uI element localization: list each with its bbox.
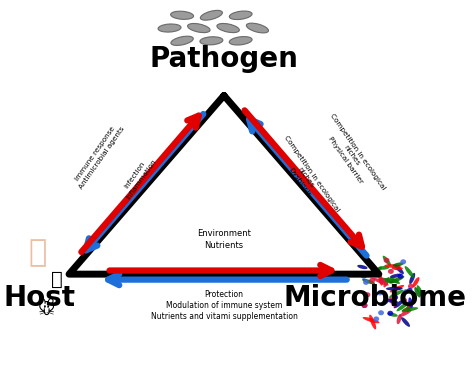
Ellipse shape	[389, 297, 395, 307]
Ellipse shape	[158, 24, 181, 32]
Ellipse shape	[401, 306, 412, 313]
Ellipse shape	[401, 307, 418, 311]
Circle shape	[378, 310, 384, 315]
Ellipse shape	[362, 279, 375, 284]
Ellipse shape	[409, 273, 415, 284]
Ellipse shape	[229, 37, 252, 45]
Ellipse shape	[369, 315, 376, 329]
Text: Environment
Nutrients: Environment Nutrients	[197, 229, 251, 250]
Ellipse shape	[384, 264, 401, 268]
Ellipse shape	[386, 287, 403, 291]
Circle shape	[361, 274, 367, 279]
Ellipse shape	[390, 274, 401, 278]
Ellipse shape	[406, 301, 411, 312]
Ellipse shape	[171, 36, 193, 45]
Text: 🐔: 🐔	[51, 270, 63, 289]
Circle shape	[374, 316, 379, 321]
Ellipse shape	[399, 310, 412, 317]
Ellipse shape	[363, 317, 380, 323]
Text: 🐭: 🐭	[37, 300, 55, 318]
Text: Infection
Inflammation: Infection Inflammation	[119, 154, 157, 201]
Ellipse shape	[397, 314, 401, 324]
Ellipse shape	[217, 23, 239, 33]
Ellipse shape	[383, 291, 388, 304]
Ellipse shape	[397, 302, 409, 311]
Ellipse shape	[374, 266, 382, 274]
Circle shape	[383, 258, 390, 263]
Ellipse shape	[401, 317, 410, 327]
Circle shape	[363, 280, 369, 285]
Ellipse shape	[200, 37, 223, 45]
Ellipse shape	[412, 277, 419, 287]
Text: 👤: 👤	[28, 238, 47, 267]
Circle shape	[398, 273, 403, 279]
Ellipse shape	[389, 276, 404, 284]
Ellipse shape	[392, 266, 403, 270]
Circle shape	[408, 284, 414, 289]
Ellipse shape	[246, 23, 268, 33]
Ellipse shape	[380, 277, 393, 283]
Ellipse shape	[392, 262, 404, 267]
Ellipse shape	[201, 10, 222, 20]
Circle shape	[362, 303, 367, 308]
Circle shape	[369, 278, 375, 283]
Circle shape	[388, 269, 394, 274]
Ellipse shape	[389, 290, 403, 298]
Ellipse shape	[408, 297, 413, 309]
Ellipse shape	[390, 277, 400, 284]
Ellipse shape	[383, 256, 391, 266]
Ellipse shape	[394, 299, 404, 308]
Ellipse shape	[414, 287, 420, 298]
Circle shape	[377, 290, 383, 295]
Ellipse shape	[229, 11, 252, 19]
Circle shape	[403, 289, 409, 294]
Text: Protection
Modulation of immune system
Nutrients and vitami supplementation: Protection Modulation of immune system N…	[151, 290, 297, 321]
Ellipse shape	[390, 285, 404, 292]
Ellipse shape	[171, 11, 193, 19]
Text: Pathogen: Pathogen	[149, 45, 298, 73]
Circle shape	[401, 298, 407, 303]
Ellipse shape	[373, 278, 389, 285]
Ellipse shape	[378, 266, 390, 270]
Circle shape	[379, 278, 385, 283]
Ellipse shape	[405, 266, 414, 278]
Text: Competition in ecological
niches
Dysbiosis: Competition in ecological niches Dysbios…	[271, 134, 340, 221]
Text: Competition in ecological
niches
Physical barrier: Competition in ecological niches Physica…	[317, 112, 386, 199]
Text: Host: Host	[4, 284, 76, 312]
Text: Immune response
Antimicrobial agents: Immune response Antimicrobial agents	[72, 121, 125, 190]
Ellipse shape	[188, 23, 210, 33]
Circle shape	[387, 311, 393, 316]
Ellipse shape	[417, 285, 423, 297]
Ellipse shape	[378, 274, 383, 285]
Ellipse shape	[357, 265, 367, 269]
Ellipse shape	[384, 278, 398, 283]
Circle shape	[400, 259, 406, 264]
Circle shape	[407, 288, 413, 293]
Circle shape	[365, 292, 370, 297]
Ellipse shape	[384, 299, 398, 303]
Text: Microbiome: Microbiome	[283, 284, 466, 312]
Ellipse shape	[387, 313, 398, 317]
Ellipse shape	[395, 265, 404, 274]
Ellipse shape	[383, 277, 390, 287]
Circle shape	[392, 295, 398, 300]
Circle shape	[362, 303, 367, 308]
